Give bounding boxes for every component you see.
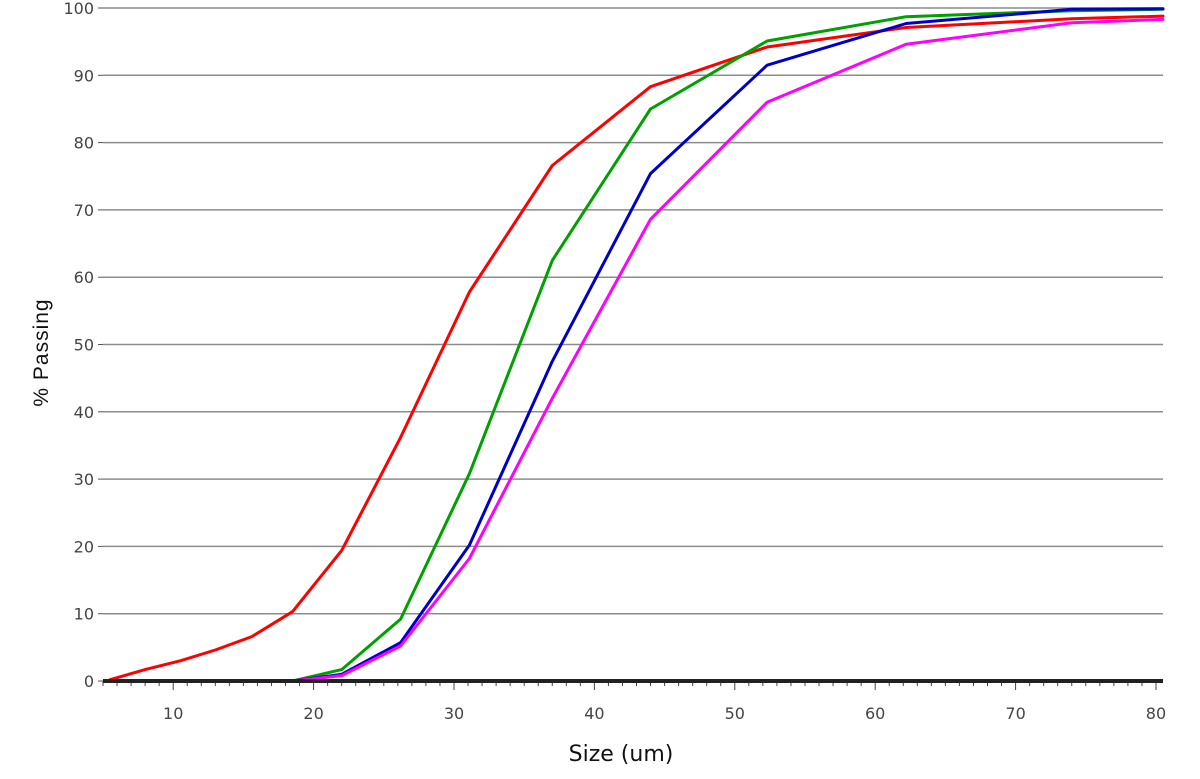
y-axis-ticks: 0 10 20 30 40 50 60 70 80 90 100 [63,0,103,691]
y-tick-label: 60 [74,268,94,287]
x-axis-ticks: 10 20 30 40 50 60 70 80 [102,681,1166,723]
x-tick-label: 80 [1146,704,1166,723]
x-tick-label: 30 [444,704,464,723]
y-axis-title: % Passing [30,298,53,406]
x-tick-label: 20 [303,704,323,723]
y-tick-label: 0 [84,672,94,691]
y-tick-label: 50 [74,336,94,355]
y-tick-label: 40 [74,403,94,422]
x-tick-label: 50 [725,704,745,723]
series-line-4 [108,17,1165,683]
x-tick-label: 70 [1005,704,1025,723]
y-tick-label: 30 [74,470,94,489]
y-tick-label: 80 [74,134,94,153]
y-tick-label: 70 [74,201,94,220]
y-tick-label: 20 [74,537,94,556]
y-tick-label: 100 [63,0,94,18]
x-tick-label: 10 [163,704,183,723]
grid-lines [103,7,1163,615]
x-tick-label: 40 [584,704,604,723]
y-tick-label: 90 [74,66,94,85]
y-tick-label: 10 [74,605,94,624]
x-axis-title: Size (um) [569,742,674,767]
series-line-1 [108,14,1165,682]
x-tick-label: 60 [865,704,885,723]
